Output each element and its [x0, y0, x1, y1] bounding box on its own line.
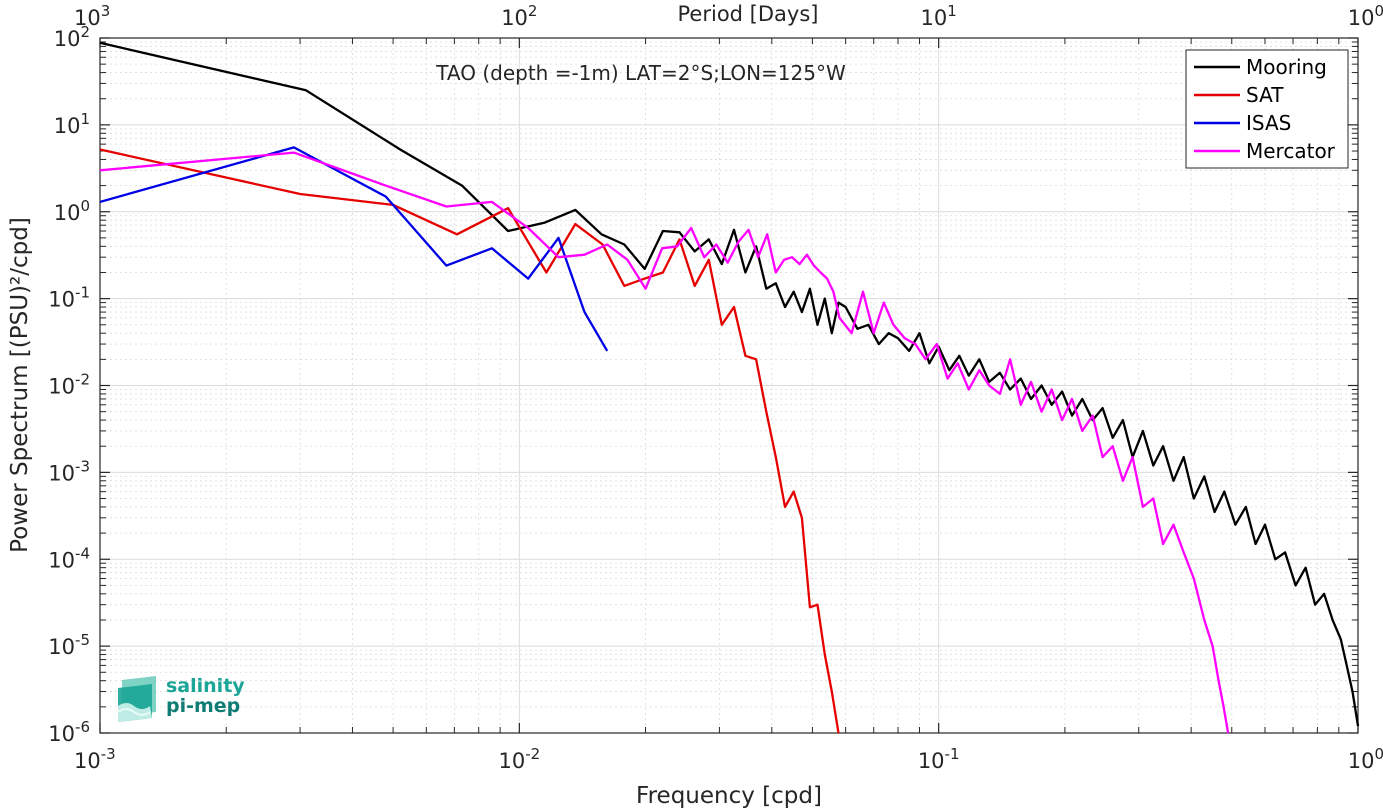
- x-tick-label: 100: [1348, 745, 1383, 773]
- grid: [99, 38, 1358, 734]
- x2-tick-label: 100: [1348, 2, 1383, 30]
- x-axis-title: Frequency [cpd]: [636, 783, 822, 809]
- series-line-sat: [100, 148, 840, 734]
- series-line-isas: [100, 146, 609, 352]
- logo-text-salinity: salinity: [166, 675, 245, 697]
- logo-text-pimep: pi-mep: [166, 695, 241, 717]
- x2-tick-label: 101: [921, 2, 957, 30]
- legend-label-isas: ISAS: [1246, 111, 1291, 135]
- y-tick-label: 10-1: [48, 284, 90, 312]
- series-line-mercator: [100, 151, 1230, 734]
- y-tick-label: 10-4: [48, 544, 90, 572]
- series-line-mooring: [100, 41, 1360, 727]
- y-tick-label: 10-6: [48, 718, 90, 746]
- legend-label-mooring: Mooring: [1246, 55, 1327, 79]
- x-tick-label: 10-2: [498, 745, 540, 773]
- y-tick-label: 100: [54, 197, 90, 225]
- x-tick-label: 10-1: [918, 745, 960, 773]
- salinity-pi-mep-logo: salinity pi-mep: [116, 672, 256, 724]
- series-lines: [100, 41, 1360, 734]
- y-tick-label: 10-2: [48, 371, 90, 399]
- legend: Mooring SAT ISAS Mercator: [1185, 49, 1349, 169]
- wave-layers-icon: [117, 676, 156, 722]
- x2-axis-title: Period [Days]: [678, 2, 819, 26]
- x-tick-label: 10-3: [74, 745, 116, 773]
- x2-tick-label: 103: [74, 2, 110, 30]
- legend-label-mercator: Mercator: [1246, 139, 1336, 163]
- legend-label-sat: SAT: [1246, 83, 1284, 107]
- y-axis-title: Power Spectrum [(PSU)²/cpd]: [7, 217, 33, 553]
- y-tick-label: 102: [54, 23, 90, 51]
- y-tick-label: 10-3: [48, 457, 90, 485]
- y-tick-label: 101: [54, 110, 90, 138]
- chart-title: TAO (depth =-1m) LAT=2°S;LON=125°W: [435, 61, 846, 85]
- legend-box: [1185, 49, 1349, 169]
- x2-tick-label: 102: [501, 2, 537, 30]
- y-tick-label: 10-5: [48, 631, 90, 659]
